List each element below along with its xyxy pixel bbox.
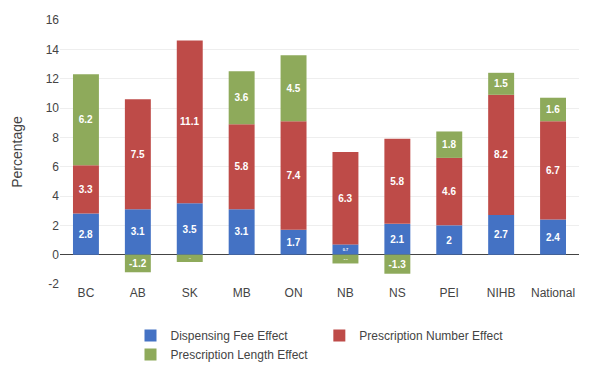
svg-text:16: 16 bbox=[46, 13, 60, 27]
svg-text:7.4: 7.4 bbox=[286, 170, 300, 181]
svg-text:BC: BC bbox=[78, 286, 95, 300]
svg-text:1.8: 1.8 bbox=[442, 139, 456, 150]
svg-text:6.3: 6.3 bbox=[338, 193, 352, 204]
svg-text:Dispensing Fee Effect: Dispensing Fee Effect bbox=[171, 329, 289, 343]
svg-text:8: 8 bbox=[52, 131, 59, 145]
svg-text:3.6: 3.6 bbox=[234, 92, 248, 103]
svg-text:NIHB: NIHB bbox=[487, 286, 516, 300]
svg-text:2: 2 bbox=[52, 219, 59, 233]
svg-text:ON: ON bbox=[285, 286, 303, 300]
svg-text:AB: AB bbox=[130, 286, 146, 300]
svg-text:0: 0 bbox=[52, 248, 59, 262]
svg-text:1.6: 1.6 bbox=[546, 104, 560, 115]
svg-text:6.2: 6.2 bbox=[79, 114, 93, 125]
svg-text:5.8: 5.8 bbox=[390, 176, 404, 187]
svg-text:National: National bbox=[531, 286, 575, 300]
svg-text:PEI: PEI bbox=[440, 286, 459, 300]
svg-text:-1.3: -1.3 bbox=[389, 259, 407, 270]
svg-text:10: 10 bbox=[46, 101, 60, 115]
svg-text:11.1: 11.1 bbox=[180, 116, 199, 127]
svg-text:6: 6 bbox=[52, 160, 59, 174]
svg-text:1.5: 1.5 bbox=[494, 78, 508, 89]
svg-text:4.6: 4.6 bbox=[442, 186, 456, 197]
svg-text:12: 12 bbox=[46, 72, 60, 86]
svg-text:-1.2: -1.2 bbox=[129, 258, 147, 269]
svg-text:14: 14 bbox=[46, 43, 60, 57]
svg-text:3.1: 3.1 bbox=[234, 226, 248, 237]
svg-text:0.7: 0.7 bbox=[343, 247, 348, 252]
svg-text:-2: -2 bbox=[48, 277, 59, 291]
svg-text:2.4: 2.4 bbox=[546, 232, 560, 243]
svg-text:2: 2 bbox=[446, 235, 452, 246]
svg-text:MB: MB bbox=[233, 286, 251, 300]
svg-text:4.5: 4.5 bbox=[286, 83, 300, 94]
svg-text:6.7: 6.7 bbox=[546, 165, 560, 176]
svg-text:Percentage: Percentage bbox=[9, 116, 25, 188]
svg-text:7.5: 7.5 bbox=[131, 149, 145, 160]
svg-text:Prescription Length Effect: Prescription Length Effect bbox=[171, 348, 309, 362]
svg-text:-0.5: -0.5 bbox=[189, 258, 191, 259]
svg-text:8.2: 8.2 bbox=[494, 149, 508, 160]
svg-text:NS: NS bbox=[389, 286, 406, 300]
svg-text:3.5: 3.5 bbox=[183, 224, 197, 235]
svg-text:3.3: 3.3 bbox=[79, 184, 93, 195]
svg-text:2.7: 2.7 bbox=[494, 229, 508, 240]
svg-text:3.1: 3.1 bbox=[131, 226, 145, 237]
svg-text:5.8: 5.8 bbox=[234, 161, 248, 172]
svg-text:SK: SK bbox=[182, 286, 198, 300]
svg-text:1.7: 1.7 bbox=[286, 237, 300, 248]
svg-text:2.1: 2.1 bbox=[390, 234, 404, 245]
svg-text:4: 4 bbox=[52, 189, 59, 203]
svg-text:2.8: 2.8 bbox=[79, 229, 93, 240]
svg-text:-0.6: -0.6 bbox=[343, 258, 348, 261]
svg-text:Prescription Number Effect: Prescription Number Effect bbox=[359, 329, 503, 343]
svg-text:NB: NB bbox=[337, 286, 354, 300]
